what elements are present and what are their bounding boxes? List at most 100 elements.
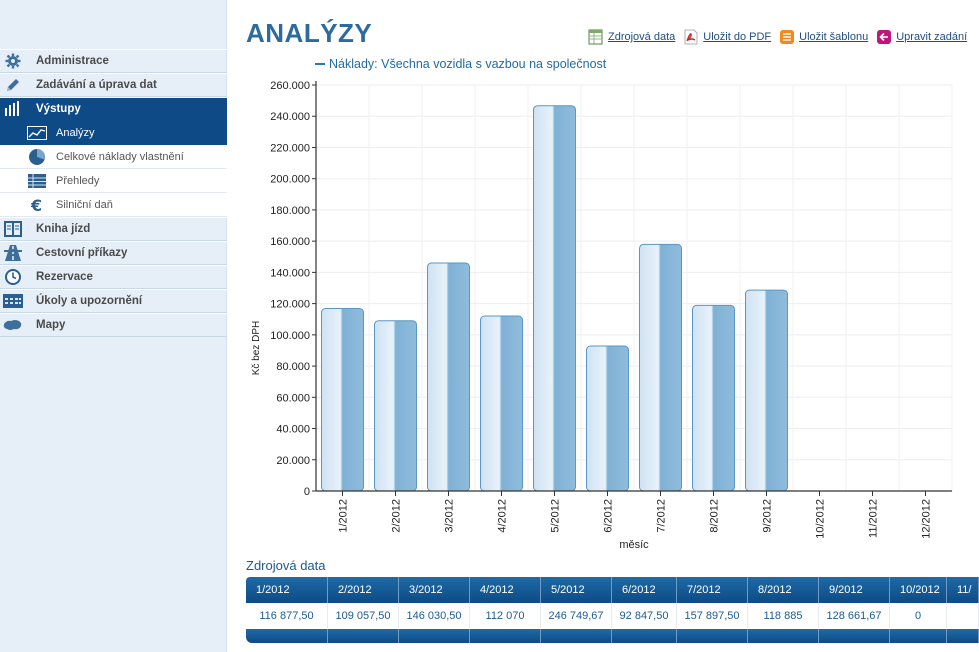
bar-8-2012[interactable] xyxy=(692,304,735,492)
table-header-cell[interactable]: 2/2012 xyxy=(328,577,399,603)
y-tick-label: 80.000 xyxy=(276,361,310,373)
clock-icon xyxy=(0,266,26,288)
table-footer-cell xyxy=(890,629,947,643)
sidebar-item-administrace[interactable]: Administrace xyxy=(0,49,227,73)
save-template-label: Uložit šablonu xyxy=(799,31,869,43)
sidebar-item-label: Kniha jízd xyxy=(36,223,91,235)
table-cell: 112 070 xyxy=(470,603,541,629)
table-cell: 157 897,50 xyxy=(677,603,748,629)
sidebar-subitem-label: Celkové náklady vlastnění xyxy=(56,150,184,163)
sidebar-item-vystupy[interactable]: Výstupy xyxy=(0,97,227,121)
table-cell: 0 xyxy=(890,603,947,629)
sidebar-subitem-label: Silniční daň xyxy=(56,198,113,211)
sidebar-item-label: Výstupy xyxy=(36,103,81,115)
table-header-cell[interactable]: 8/2012 xyxy=(748,577,819,603)
bar-5-2012[interactable] xyxy=(533,105,576,492)
x-tick-label: 12/2012 xyxy=(921,499,933,539)
y-tick-label: 220.000 xyxy=(270,142,310,154)
table-cell: 109 057,50 xyxy=(328,603,399,629)
x-tick-label: 11/2012 xyxy=(868,499,880,538)
table-footer xyxy=(246,629,979,643)
table-header-cell[interactable]: 6/2012 xyxy=(612,577,677,603)
line-chart-icon xyxy=(24,122,50,144)
edit-input-label: Upravit zadání xyxy=(896,31,968,43)
table-row: 116 877,50 109 057,50 146 030,50 112 070 246… xyxy=(246,603,979,629)
table-footer-cell xyxy=(748,629,819,643)
table-header-cell[interactable]: 11/ xyxy=(947,577,979,603)
bar-7-2012[interactable] xyxy=(639,243,682,492)
sidebar-item-label: Úkoly a upozornění xyxy=(36,295,143,307)
sidebar-item-rezervace[interactable]: Rezervace xyxy=(0,265,227,289)
euro-icon: € xyxy=(24,194,50,216)
svg-text:€: € xyxy=(30,196,42,214)
bar-4-2012[interactable] xyxy=(480,315,523,492)
y-tick-label: 240.000 xyxy=(270,111,310,123)
table-cell: 118 885 xyxy=(748,603,819,629)
y-tick-label: 100.000 xyxy=(270,330,310,342)
save-template-button[interactable]: Uložit šablonu xyxy=(779,29,868,45)
chart-legend[interactable]: Náklady: Všechna vozidla s vazbou na spo… xyxy=(315,57,606,71)
bar-9-2012[interactable] xyxy=(745,289,788,492)
source-data-title: Zdrojová data xyxy=(246,558,326,573)
y-tick-label: 140.000 xyxy=(270,267,310,279)
sidebar: Administrace Zadávání a úprava dat Výstu… xyxy=(0,0,227,652)
page-title: ANALÝZY xyxy=(246,18,373,48)
bar-3-2012[interactable] xyxy=(427,262,470,492)
table-icon xyxy=(24,170,50,192)
table-header-cell[interactable]: 4/2012 xyxy=(470,577,541,603)
sidebar-subitem-prehledy[interactable]: Přehledy xyxy=(0,169,227,193)
sidebar-item-ukoly[interactable]: Úkoly a upozornění xyxy=(0,289,227,313)
toolbar: Zdrojová data Uložit do PDF Uložit šablo… xyxy=(588,29,975,45)
sidebar-item-mapy[interactable]: Mapy xyxy=(0,313,227,337)
sidebar-subitem-label: Přehledy xyxy=(56,174,100,187)
pie-chart-icon xyxy=(24,146,50,168)
table-footer-cell xyxy=(246,629,328,643)
sidebar-subitem-celkove-naklady[interactable]: Celkové náklady vlastnění xyxy=(0,145,227,169)
sidebar-item-zadavani[interactable]: Zadávání a úprava dat xyxy=(0,73,227,97)
y-tick-label: 160.000 xyxy=(270,236,310,248)
pencil-icon xyxy=(0,74,26,96)
sidebar-item-kniha-jizd[interactable]: Kniha jízd xyxy=(0,217,227,241)
y-tick-label: 40.000 xyxy=(276,424,310,436)
x-tick-label: 5/2012 xyxy=(550,499,562,533)
sidebar-item-cestovni-prikazy[interactable]: Cestovní příkazy xyxy=(0,241,227,265)
table-cell: 146 030,50 xyxy=(399,603,470,629)
save-pdf-button[interactable]: Uložit do PDF xyxy=(683,29,771,45)
x-tick-label: 8/2012 xyxy=(709,499,721,533)
table-header-cell[interactable]: 1/2012 xyxy=(246,577,328,603)
calendar-icon xyxy=(0,290,26,312)
sidebar-subitem-label: Analýzy xyxy=(56,126,95,139)
table-header-cell[interactable]: 10/2012 xyxy=(890,577,947,603)
source-data-button[interactable]: Zdrojová data xyxy=(588,29,675,45)
cost-bar-chart: 0 20.000 40.000 60.000 80.000 100.000 120.000 1… xyxy=(251,80,953,551)
sidebar-subitem-analyzy[interactable]: Analýzy xyxy=(0,121,227,145)
edit-input-button[interactable]: Upravit zadání xyxy=(876,29,967,45)
y-tick-label: 60.000 xyxy=(276,392,310,404)
y-tick-label: 0 xyxy=(304,486,310,498)
source-data-label: Zdrojová data xyxy=(608,31,676,43)
save-pdf-label: Uložit do PDF xyxy=(703,31,772,43)
y-tick-label: 180.000 xyxy=(270,205,310,217)
sidebar-subitem-silnicni-dan[interactable]: € Silniční daň xyxy=(0,193,227,217)
x-axis-title: měsíc xyxy=(619,539,649,551)
bar-6-2012[interactable] xyxy=(586,345,629,492)
table-footer-cell xyxy=(470,629,541,643)
table-header-cell[interactable]: 5/2012 xyxy=(541,577,612,603)
legend-swatch xyxy=(315,63,325,65)
table-footer-cell xyxy=(541,629,612,643)
table-cell: 246 749,67 xyxy=(541,603,612,629)
bar-1-2012[interactable] xyxy=(321,307,364,492)
table-header-cell[interactable]: 7/2012 xyxy=(677,577,748,603)
table-header-cell[interactable]: 3/2012 xyxy=(399,577,470,603)
table-footer-cell xyxy=(819,629,890,643)
legend-label: Náklady: Všechna vozidla s vazbou na spo… xyxy=(329,57,607,71)
pdf-icon xyxy=(684,29,698,45)
table-cell: 92 847,50 xyxy=(612,603,677,629)
gear-icon xyxy=(0,50,26,72)
source-data-table: 1/2012 2/2012 3/2012 4/2012 5/2012 6/2012 7/20… xyxy=(246,577,979,647)
sidebar-item-label: Zadávání a úprava dat xyxy=(36,79,157,91)
bar-2-2012[interactable] xyxy=(374,320,417,492)
table-header-cell[interactable]: 9/2012 xyxy=(819,577,890,603)
y-tick-label: 260.000 xyxy=(270,80,310,92)
